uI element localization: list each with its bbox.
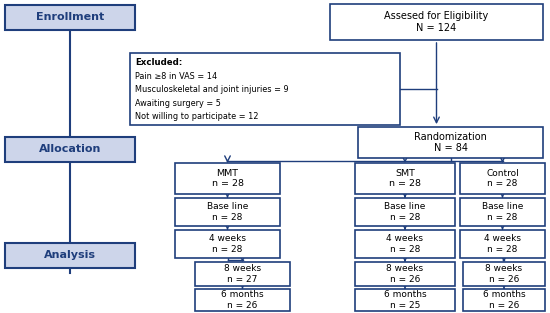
Text: Pain ≥8 in VAS = 14: Pain ≥8 in VAS = 14 bbox=[135, 72, 217, 80]
Text: Base line
n = 28: Base line n = 28 bbox=[384, 202, 426, 222]
Text: Not willing to participate = 12: Not willing to participate = 12 bbox=[135, 112, 258, 121]
Text: Allocation: Allocation bbox=[39, 145, 101, 155]
Bar bbox=[355, 289, 455, 311]
Text: 6 months
n = 25: 6 months n = 25 bbox=[384, 290, 426, 310]
Bar bbox=[175, 163, 280, 194]
Text: 6 months
n = 26: 6 months n = 26 bbox=[483, 290, 525, 310]
Text: 6 months
n = 26: 6 months n = 26 bbox=[221, 290, 264, 310]
Bar bbox=[330, 4, 543, 40]
Bar bbox=[355, 163, 455, 194]
Bar bbox=[463, 262, 545, 286]
Bar bbox=[460, 230, 545, 258]
Bar bbox=[175, 198, 280, 226]
Text: 4 weeks
n = 28: 4 weeks n = 28 bbox=[209, 234, 246, 254]
Text: Base line
n = 28: Base line n = 28 bbox=[207, 202, 248, 222]
Text: Enrollment: Enrollment bbox=[36, 13, 104, 23]
Bar bbox=[195, 289, 290, 311]
Text: Analysis: Analysis bbox=[44, 250, 96, 260]
Bar bbox=[175, 230, 280, 258]
Text: 8 weeks
n = 26: 8 weeks n = 26 bbox=[387, 264, 424, 284]
Bar bbox=[463, 289, 545, 311]
Bar bbox=[130, 53, 400, 125]
Bar bbox=[355, 198, 455, 226]
Text: Control
n = 28: Control n = 28 bbox=[486, 169, 519, 188]
Bar bbox=[358, 127, 543, 158]
Bar bbox=[195, 262, 290, 286]
Text: Randomization
N = 84: Randomization N = 84 bbox=[414, 132, 487, 153]
Text: SMT
n = 28: SMT n = 28 bbox=[389, 169, 421, 188]
Bar bbox=[355, 230, 455, 258]
Text: Assesed for Eligibility
N = 124: Assesed for Eligibility N = 124 bbox=[384, 11, 488, 33]
Text: MMT
n = 28: MMT n = 28 bbox=[212, 169, 244, 188]
Text: 4 weeks
n = 28: 4 weeks n = 28 bbox=[484, 234, 521, 254]
Bar bbox=[355, 262, 455, 286]
Text: Excluded:: Excluded: bbox=[135, 58, 182, 67]
Bar bbox=[460, 163, 545, 194]
Text: 8 weeks
n = 27: 8 weeks n = 27 bbox=[224, 264, 261, 284]
Text: Base line
n = 28: Base line n = 28 bbox=[482, 202, 523, 222]
Bar bbox=[5, 137, 135, 162]
Text: Awaiting surgery = 5: Awaiting surgery = 5 bbox=[135, 99, 221, 108]
Text: 4 weeks
n = 28: 4 weeks n = 28 bbox=[387, 234, 424, 254]
Bar bbox=[460, 198, 545, 226]
Text: Musculoskeletal and joint injuries = 9: Musculoskeletal and joint injuries = 9 bbox=[135, 85, 289, 94]
Bar bbox=[5, 5, 135, 30]
Text: 8 weeks
n = 26: 8 weeks n = 26 bbox=[486, 264, 522, 284]
Bar bbox=[5, 243, 135, 268]
